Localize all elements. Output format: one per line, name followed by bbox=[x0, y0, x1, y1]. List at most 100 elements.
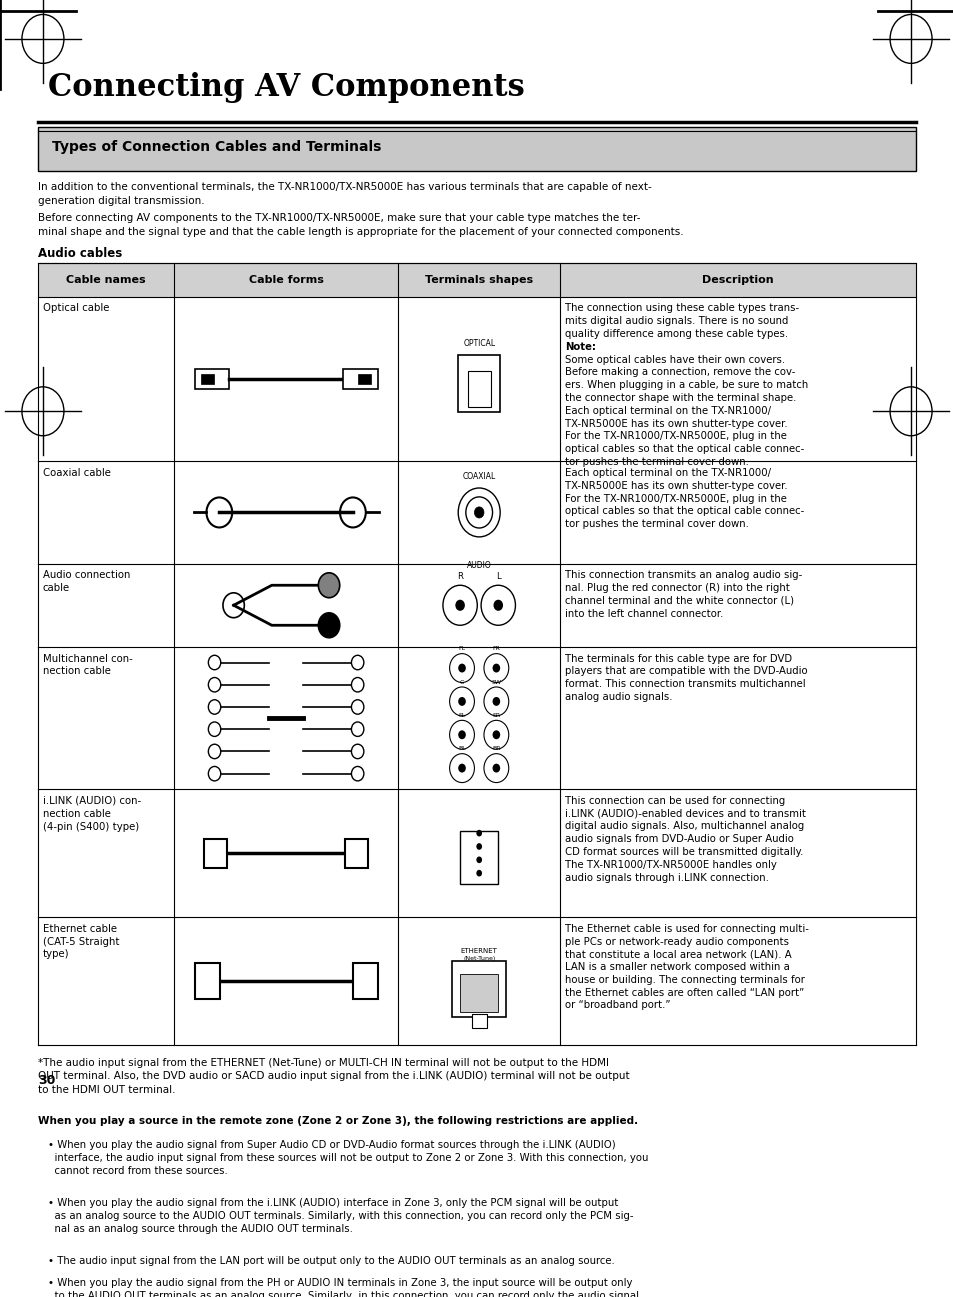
Text: (Net-Tune): (Net-Tune) bbox=[462, 956, 495, 961]
Text: that constitute a local area network (LAN). A: that constitute a local area network (LA… bbox=[564, 949, 791, 960]
Text: The TX-NR1000/TX-NR5000E handles only: The TX-NR1000/TX-NR5000E handles only bbox=[564, 860, 776, 870]
Text: SW: SW bbox=[491, 680, 501, 685]
Text: SL: SL bbox=[457, 713, 465, 719]
Bar bbox=[195, 964, 220, 999]
Text: i.LINK (AUDIO) con-
nection cable
(4-pin (S400) type): i.LINK (AUDIO) con- nection cable (4-pin… bbox=[43, 796, 141, 831]
Text: Types of Connection Cables and Terminals: Types of Connection Cables and Terminals bbox=[52, 140, 381, 154]
Text: Before connecting AV components to the TX-NR1000/TX-NR5000E, make sure that your: Before connecting AV components to the T… bbox=[38, 214, 683, 236]
Text: LAN is a smaller network composed within a: LAN is a smaller network composed within… bbox=[564, 962, 789, 971]
Circle shape bbox=[457, 696, 465, 706]
Text: Each optical terminal on the TX-NR1000/: Each optical terminal on the TX-NR1000/ bbox=[564, 406, 770, 416]
Text: quality difference among these cable types.: quality difference among these cable typ… bbox=[564, 329, 787, 339]
Text: format. This connection transmits multichannel: format. This connection transmits multic… bbox=[564, 680, 805, 689]
Circle shape bbox=[318, 573, 339, 598]
Text: tor pushes the terminal cover down.: tor pushes the terminal cover down. bbox=[564, 519, 748, 529]
Text: L: L bbox=[496, 572, 500, 581]
Circle shape bbox=[493, 599, 502, 611]
Text: i.LINK (AUDIO)-enabled devices and to transmit: i.LINK (AUDIO)-enabled devices and to tr… bbox=[564, 809, 805, 818]
Bar bbox=[194, 370, 229, 389]
Text: digital audio signals. Also, multichannel analog: digital audio signals. Also, multichanne… bbox=[564, 821, 803, 831]
Bar bbox=[467, 371, 490, 407]
Text: Each optical terminal on the TX-NR1000/: Each optical terminal on the TX-NR1000/ bbox=[564, 468, 770, 479]
Text: BR: BR bbox=[492, 747, 500, 751]
Text: Note:: Note: bbox=[564, 342, 596, 351]
Text: Before making a connection, remove the cov-: Before making a connection, remove the c… bbox=[564, 367, 795, 377]
Text: *The audio input signal from the ETHERNET (Net-Tune) or MULTI-CH IN terminal wil: *The audio input signal from the ETHERNE… bbox=[38, 1058, 629, 1095]
Text: Audio cables: Audio cables bbox=[38, 246, 122, 259]
Text: Multichannel con-
nection cable: Multichannel con- nection cable bbox=[43, 654, 132, 677]
Text: Connecting AV Components: Connecting AV Components bbox=[48, 73, 524, 104]
Text: nal. Plug the red connector (R) into the right: nal. Plug the red connector (R) into the… bbox=[564, 584, 789, 593]
Text: This connection transmits an analog audio sig-: This connection transmits an analog audi… bbox=[564, 571, 801, 580]
Circle shape bbox=[476, 843, 481, 850]
Text: In addition to the conventional terminals, the TX-NR1000/TX-NR5000E has various : In addition to the conventional terminal… bbox=[38, 183, 651, 205]
Circle shape bbox=[457, 730, 465, 739]
Text: tor pushes the terminal cover down.: tor pushes the terminal cover down. bbox=[564, 457, 748, 467]
Text: Audio connection
cable: Audio connection cable bbox=[43, 571, 131, 593]
Text: the Ethernet cables are often called “LAN port”: the Ethernet cables are often called “LA… bbox=[564, 987, 803, 997]
Bar bbox=[357, 374, 371, 384]
Text: For the TX-NR1000/TX-NR5000E, plug in the: For the TX-NR1000/TX-NR5000E, plug in th… bbox=[564, 494, 786, 503]
Circle shape bbox=[492, 664, 499, 673]
Text: Cable names: Cable names bbox=[67, 275, 146, 285]
Text: or “broadband port.”: or “broadband port.” bbox=[564, 1000, 670, 1010]
Text: players that are compatible with the DVD-Audio: players that are compatible with the DVD… bbox=[564, 667, 807, 677]
Circle shape bbox=[476, 856, 481, 864]
Bar bbox=[204, 839, 227, 868]
FancyBboxPatch shape bbox=[38, 127, 915, 171]
Bar bbox=[345, 839, 368, 868]
Bar bbox=[459, 974, 497, 1012]
Circle shape bbox=[457, 664, 465, 673]
Text: OPTICAL: OPTICAL bbox=[462, 339, 495, 348]
Text: CD format sources will be transmitted digitally.: CD format sources will be transmitted di… bbox=[564, 847, 802, 857]
Text: SR: SR bbox=[492, 713, 500, 719]
Text: AUDIO: AUDIO bbox=[466, 560, 491, 569]
Text: audio signals through i.LINK connection.: audio signals through i.LINK connection. bbox=[564, 873, 768, 882]
Text: • When you play the audio signal from the PH or AUDIO IN terminals in Zone 3, th: • When you play the audio signal from th… bbox=[48, 1279, 638, 1297]
Text: This connection can be used for connecting: This connection can be used for connecti… bbox=[564, 796, 784, 805]
Text: R: R bbox=[456, 572, 462, 581]
Text: Optical cable: Optical cable bbox=[43, 303, 110, 314]
Bar bbox=[457, 354, 499, 412]
Circle shape bbox=[455, 599, 464, 611]
Text: Coaxial cable: Coaxial cable bbox=[43, 468, 111, 479]
Text: The Ethernet cable is used for connecting multi-: The Ethernet cable is used for connectin… bbox=[564, 923, 808, 934]
Text: mits digital audio signals. There is no sound: mits digital audio signals. There is no … bbox=[564, 316, 788, 327]
Text: optical cables so that the optical cable connec-: optical cables so that the optical cable… bbox=[564, 506, 803, 516]
Circle shape bbox=[492, 730, 499, 739]
Bar bbox=[459, 831, 497, 885]
Circle shape bbox=[457, 764, 465, 773]
Text: audio signals from DVD-Audio or Super Audio: audio signals from DVD-Audio or Super Au… bbox=[564, 834, 793, 844]
Text: Some optical cables have their own covers.: Some optical cables have their own cover… bbox=[564, 354, 784, 364]
Text: optical cables so that the optical cable connec-: optical cables so that the optical cable… bbox=[564, 444, 803, 454]
Text: FR: FR bbox=[492, 646, 499, 651]
Bar bbox=[353, 964, 377, 999]
Text: channel terminal and the white connector (L): channel terminal and the white connector… bbox=[564, 595, 794, 606]
Text: ETHERNET: ETHERNET bbox=[460, 948, 497, 955]
Text: BL: BL bbox=[457, 747, 465, 751]
Circle shape bbox=[476, 870, 481, 877]
Circle shape bbox=[476, 830, 481, 837]
Circle shape bbox=[492, 696, 499, 706]
Text: analog audio signals.: analog audio signals. bbox=[564, 693, 672, 702]
Text: Terminals shapes: Terminals shapes bbox=[425, 275, 533, 285]
Text: Ethernet cable
(CAT-5 Straight
type): Ethernet cable (CAT-5 Straight type) bbox=[43, 923, 119, 960]
Text: Cable forms: Cable forms bbox=[249, 275, 323, 285]
Bar bbox=[343, 370, 377, 389]
Text: the connector shape with the terminal shape.: the connector shape with the terminal sh… bbox=[564, 393, 796, 403]
Text: TX-NR5000E has its own shutter-type cover.: TX-NR5000E has its own shutter-type cove… bbox=[564, 481, 787, 490]
Text: • When you play the audio signal from the i.LINK (AUDIO) interface in Zone 3, on: • When you play the audio signal from th… bbox=[48, 1198, 633, 1233]
Text: The connection using these cable types trans-: The connection using these cable types t… bbox=[564, 303, 799, 314]
Bar bbox=[38, 263, 915, 297]
Bar bbox=[452, 961, 505, 1017]
Text: FL: FL bbox=[458, 646, 465, 651]
Circle shape bbox=[474, 507, 483, 518]
Text: When you play a source in the remote zone (Zone 2 or Zone 3), the following rest: When you play a source in the remote zon… bbox=[38, 1115, 638, 1126]
Text: • When you play the audio signal from Super Audio CD or DVD-Audio format sources: • When you play the audio signal from Su… bbox=[48, 1140, 647, 1176]
Text: TX-NR5000E has its own shutter-type cover.: TX-NR5000E has its own shutter-type cove… bbox=[564, 419, 787, 428]
Text: into the left channel connector.: into the left channel connector. bbox=[564, 608, 722, 619]
Bar bbox=[201, 374, 213, 384]
Text: For the TX-NR1000/TX-NR5000E, plug in the: For the TX-NR1000/TX-NR5000E, plug in th… bbox=[564, 432, 786, 441]
Text: Description: Description bbox=[701, 275, 773, 285]
Text: • The audio input signal from the LAN port will be output only to the AUDIO OUT : • The audio input signal from the LAN po… bbox=[48, 1255, 614, 1266]
